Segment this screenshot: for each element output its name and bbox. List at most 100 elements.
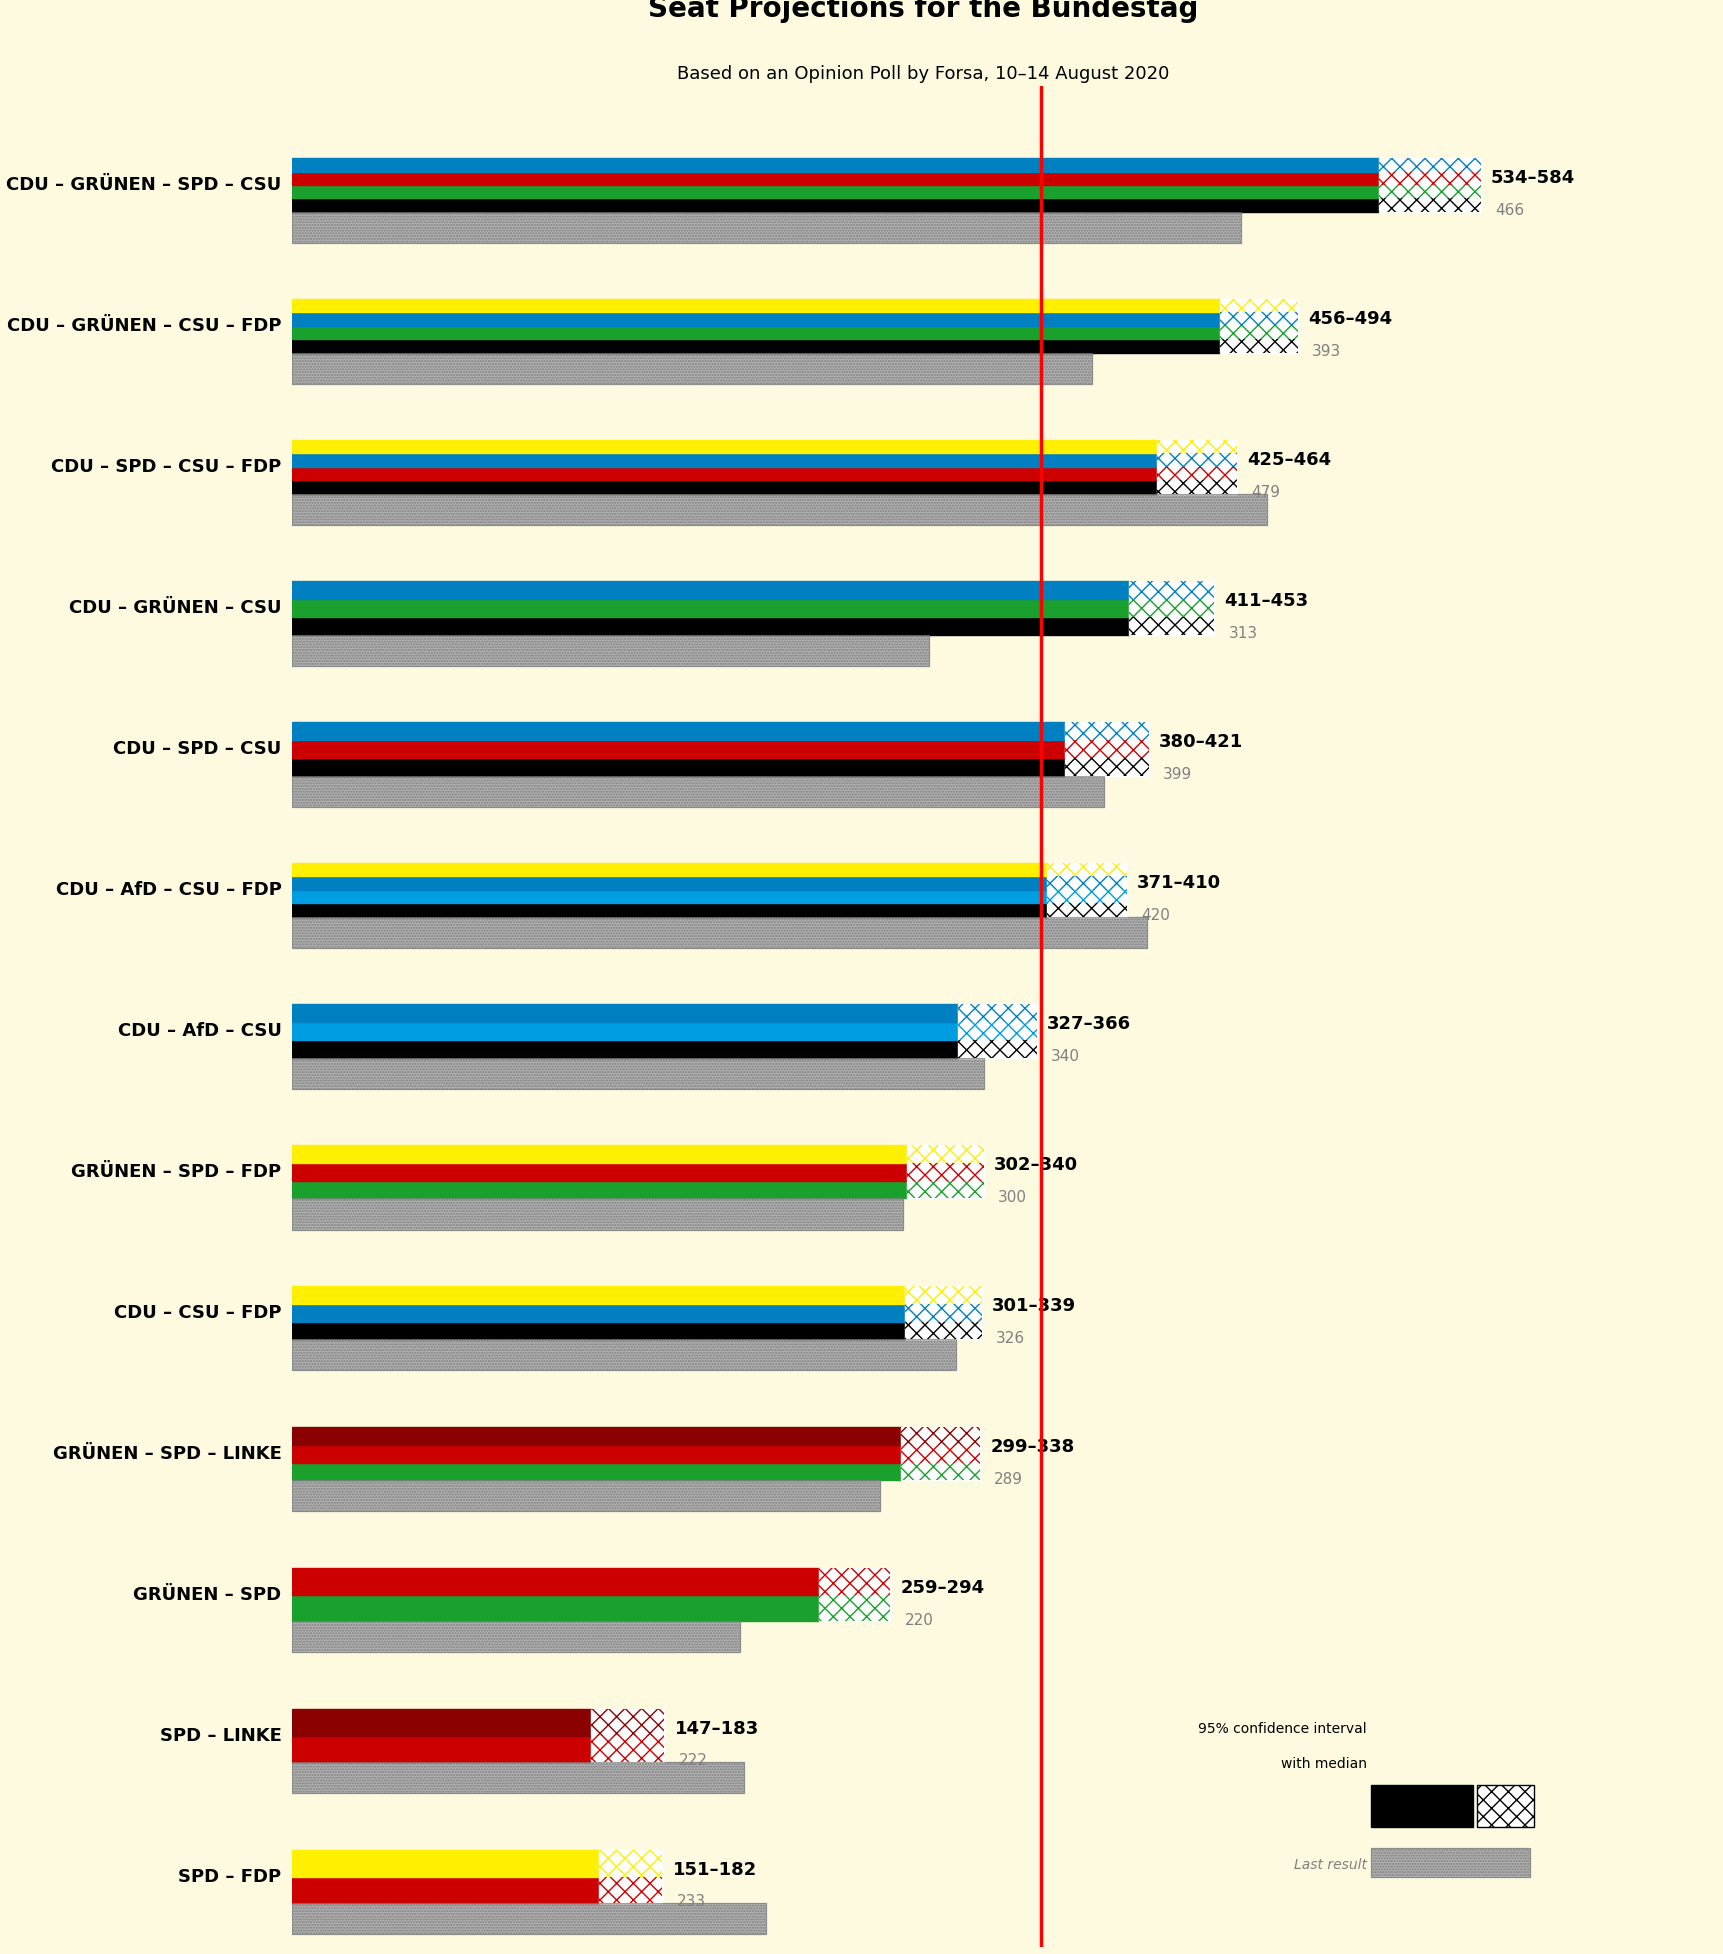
Bar <box>1129 580 1213 600</box>
Bar <box>1156 467 1235 481</box>
Bar <box>291 313 1220 326</box>
Bar <box>600 1876 662 1903</box>
Bar <box>1065 758 1148 776</box>
Bar <box>818 1594 889 1622</box>
Bar <box>291 600 1129 617</box>
Bar <box>1378 158 1480 172</box>
Bar <box>1378 186 1480 197</box>
Bar <box>291 1763 743 1794</box>
Text: GRÜNEN – SPD – FDP: GRÜNEN – SPD – FDP <box>71 1163 281 1180</box>
Text: 95% confidence interval: 95% confidence interval <box>1197 1721 1366 1735</box>
Bar <box>291 1145 906 1163</box>
Bar <box>906 1180 984 1198</box>
Text: 425–464: 425–464 <box>1246 451 1330 469</box>
Bar <box>291 635 929 666</box>
Bar <box>905 1303 982 1321</box>
Text: 220: 220 <box>905 1612 932 1628</box>
Bar <box>600 1876 662 1903</box>
Bar <box>291 186 1378 197</box>
Bar <box>905 1321 982 1340</box>
Text: 300: 300 <box>998 1190 1027 1204</box>
Text: 289: 289 <box>994 1471 1023 1487</box>
Bar <box>956 1022 1036 1040</box>
Text: 411–453: 411–453 <box>1223 592 1308 610</box>
Bar <box>291 211 1241 242</box>
Bar <box>1129 600 1213 617</box>
Text: 340: 340 <box>1051 1049 1080 1063</box>
Text: 326: 326 <box>996 1331 1025 1346</box>
Bar <box>1378 197 1480 211</box>
Bar <box>1156 481 1235 494</box>
Bar <box>291 158 1378 172</box>
Bar <box>956 1040 1036 1057</box>
Bar <box>1220 299 1297 313</box>
Bar <box>1220 313 1297 326</box>
Bar <box>1477 1784 1533 1827</box>
Bar <box>600 1850 662 1876</box>
Text: 151–182: 151–182 <box>672 1860 756 1878</box>
Bar <box>291 1903 765 1934</box>
Bar <box>291 916 1146 948</box>
Bar <box>591 1710 663 1735</box>
Bar <box>1065 723 1148 741</box>
Bar <box>291 776 1103 807</box>
Text: 222: 222 <box>679 1753 706 1768</box>
Bar <box>291 1057 984 1088</box>
Text: 393: 393 <box>1311 344 1340 360</box>
Bar <box>818 1567 889 1594</box>
Bar <box>600 1850 662 1876</box>
Bar <box>291 1040 956 1057</box>
Bar <box>906 1163 984 1180</box>
Bar <box>1156 481 1235 494</box>
Bar <box>899 1426 979 1444</box>
Bar <box>291 903 1046 916</box>
Bar <box>291 1876 600 1903</box>
Bar <box>1129 580 1213 600</box>
Bar <box>1378 197 1480 211</box>
Bar <box>291 741 1065 758</box>
Bar <box>905 1303 982 1321</box>
Bar <box>905 1286 982 1303</box>
Bar <box>1370 1784 1471 1827</box>
Bar <box>291 494 1266 526</box>
Bar <box>291 440 1156 453</box>
Bar <box>1046 889 1125 903</box>
Bar <box>906 1145 984 1163</box>
Bar <box>291 889 1046 903</box>
Text: CDU – GRÜNEN – SPD – CSU: CDU – GRÜNEN – SPD – CSU <box>7 176 281 193</box>
Text: CDU – SPD – CSU – FDP: CDU – SPD – CSU – FDP <box>52 457 281 477</box>
Text: 299–338: 299–338 <box>989 1438 1073 1456</box>
Bar <box>291 211 1241 242</box>
Bar <box>291 352 1091 383</box>
Bar <box>1220 340 1297 352</box>
Bar <box>291 1303 905 1321</box>
Bar <box>291 617 1129 635</box>
Bar <box>1477 1784 1533 1827</box>
Bar <box>291 1903 765 1934</box>
Bar <box>291 1481 880 1512</box>
Bar <box>1065 723 1148 741</box>
Bar <box>1046 877 1125 889</box>
Bar <box>291 1022 956 1040</box>
Bar <box>906 1163 984 1180</box>
Bar <box>1046 903 1125 916</box>
Bar <box>291 776 1103 807</box>
Bar <box>956 1022 1036 1040</box>
Bar <box>1065 741 1148 758</box>
Bar <box>1378 186 1480 197</box>
Text: Based on an Opinion Poll by Forsa, 10–14 August 2020: Based on an Opinion Poll by Forsa, 10–14… <box>677 64 1168 84</box>
Bar <box>1129 617 1213 635</box>
Bar <box>291 326 1220 340</box>
Bar <box>291 481 1156 494</box>
Bar <box>291 1004 956 1022</box>
Text: SPD – LINKE: SPD – LINKE <box>160 1727 281 1745</box>
Bar <box>1065 741 1148 758</box>
Bar <box>291 1735 591 1763</box>
Bar <box>899 1464 979 1481</box>
Bar <box>1046 889 1125 903</box>
Text: CDU – AfD – CSU: CDU – AfD – CSU <box>117 1022 281 1040</box>
Bar <box>291 758 1065 776</box>
Text: 371–410: 371–410 <box>1135 873 1220 891</box>
Bar <box>291 877 1046 889</box>
Bar <box>291 1444 899 1464</box>
